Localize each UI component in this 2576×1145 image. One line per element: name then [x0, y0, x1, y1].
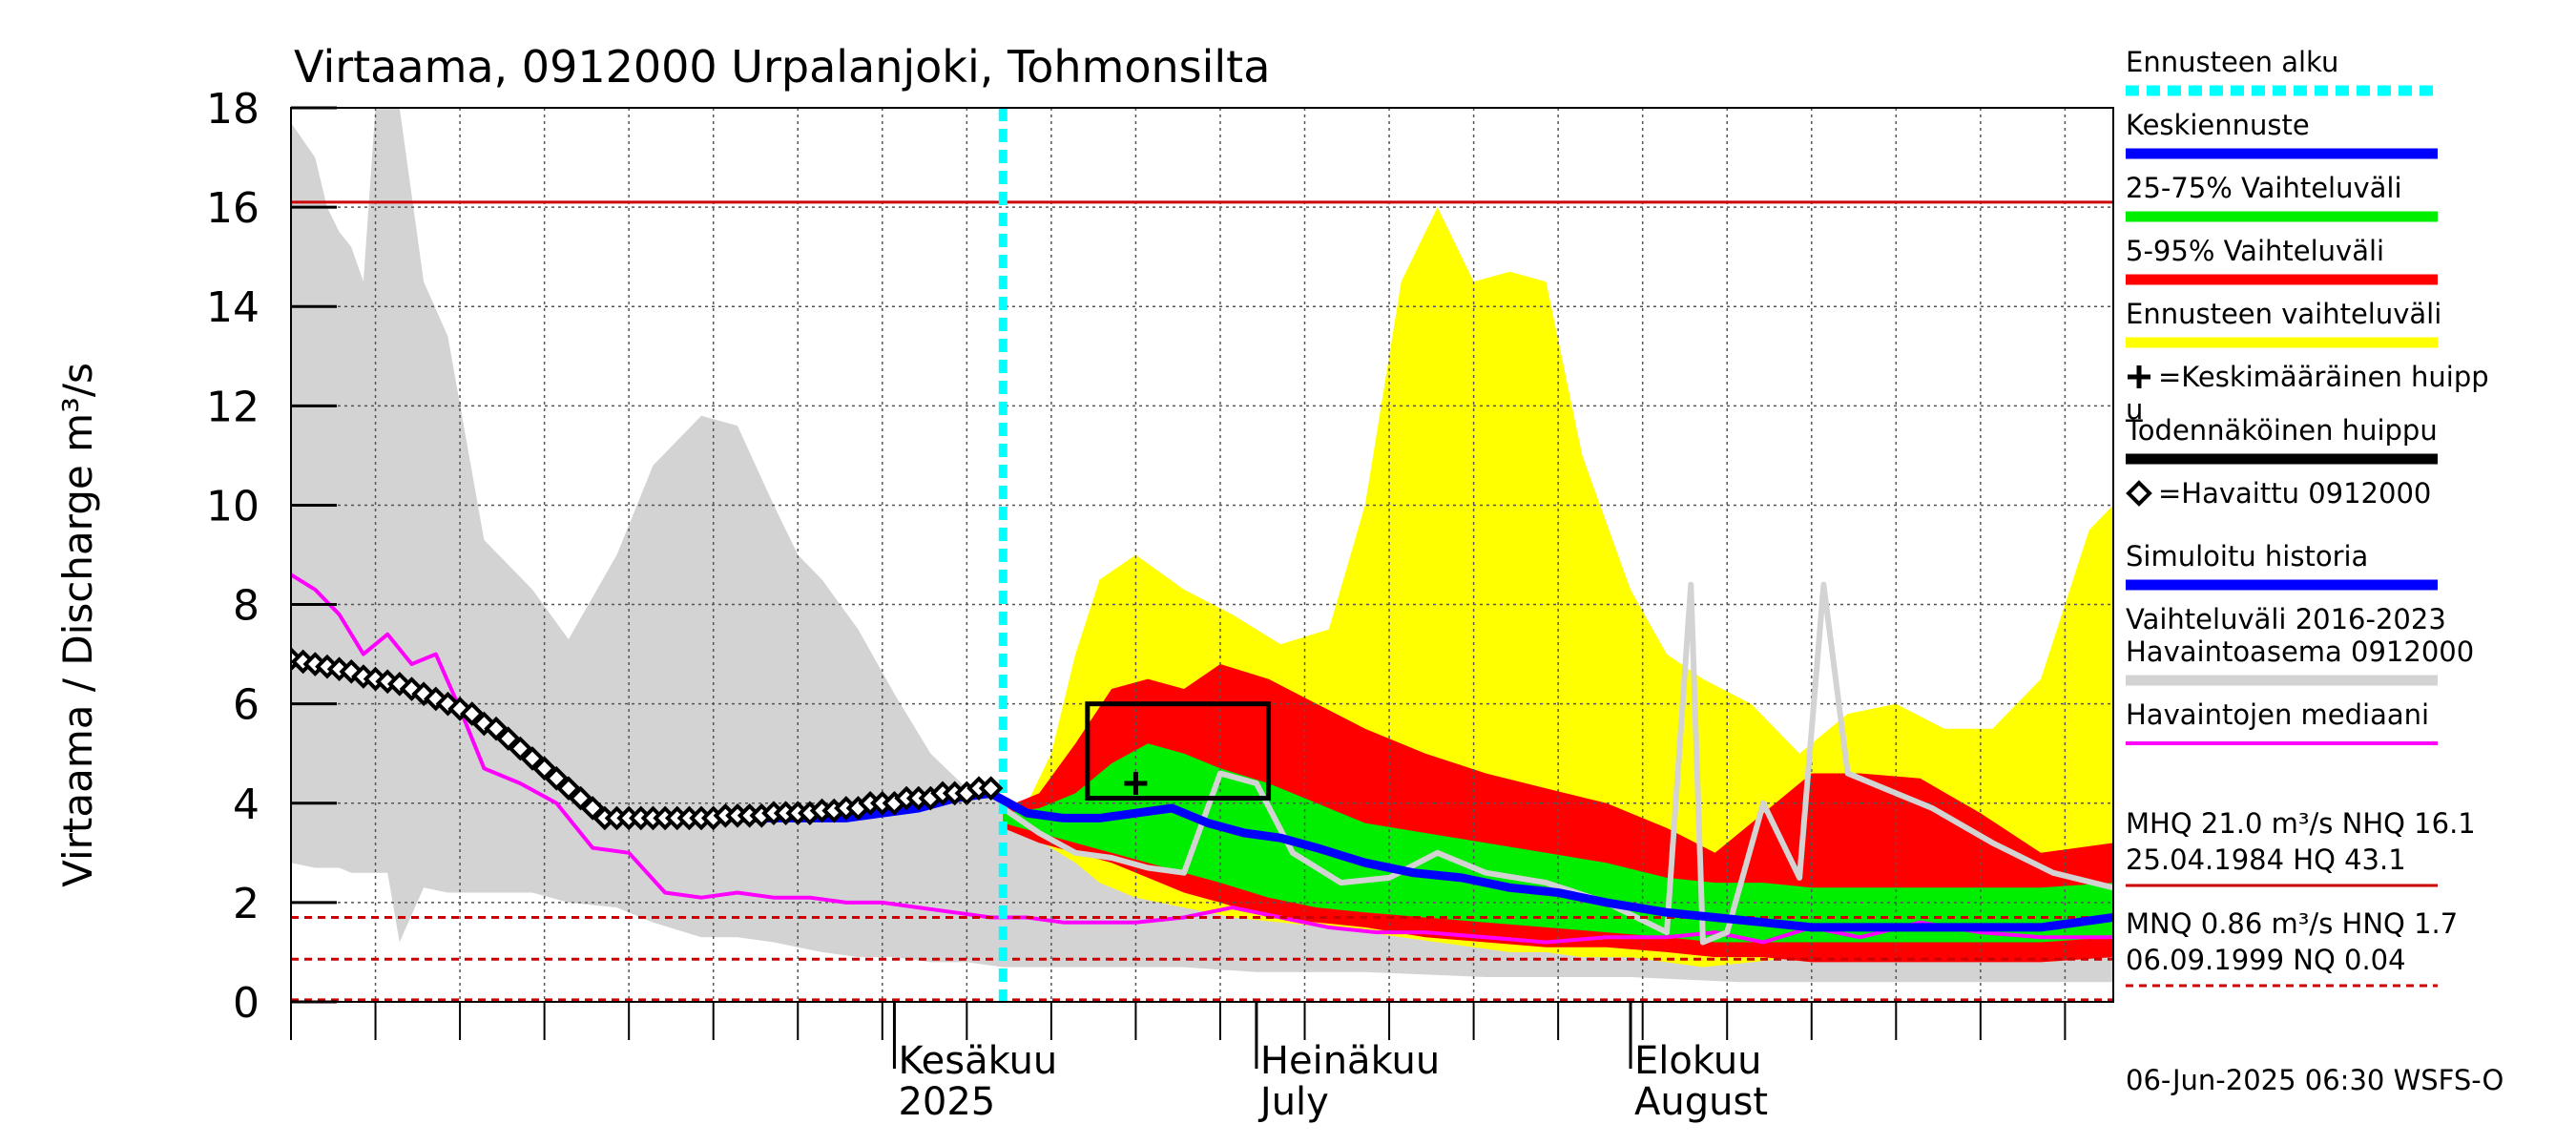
legend-item-5-label: =Keskimääräinen huipp: [2158, 361, 2489, 393]
legend-item-6-label: Todennäköinen huippu: [2125, 414, 2438, 447]
mean-peak-marker: [1124, 771, 1148, 795]
legend-item-3-label: 5-95% Vaihteluväli: [2126, 235, 2384, 267]
y-tick-label: 12: [206, 383, 260, 431]
footer-timestamp: 06-Jun-2025 06:30 WSFS-O: [2126, 1064, 2503, 1096]
observed-markers: [291, 646, 1004, 831]
y-axis-label: Virtaama / Discharge m³/s: [54, 363, 101, 887]
legend-item-1-label: Keskiennuste: [2126, 109, 2310, 141]
mean-forecast-line: [737, 788, 2113, 932]
observed-marker: [520, 746, 545, 771]
y-tick-label: 0: [233, 979, 260, 1028]
legend-diamond-icon: [2126, 480, 2152, 507]
legend-item-0-label: Ennusteen alku: [2126, 46, 2338, 78]
legend-stats-0-line2: 25.04.1984 HQ 43.1: [2126, 843, 2406, 876]
observed-marker: [580, 796, 606, 821]
legend-item-4-label: Ennusteen vaihteluväli: [2126, 298, 2441, 330]
x-month-label-2: July: [1257, 1080, 1329, 1124]
y-tick-label: 4: [233, 781, 260, 829]
legend: Ennusteen alku Keskiennuste 25-75% Vaihtel…: [2125, 46, 2489, 988]
plot-layers: [291, 108, 2113, 1002]
observed-marker: [978, 776, 1004, 801]
plot-frame: [290, 107, 2114, 1003]
y-tick-label: 18: [206, 85, 260, 134]
observed-marker: [495, 726, 521, 751]
observed-marker: [508, 736, 533, 761]
legend-item-2-label: 25-75% Vaihteluväli: [2126, 172, 2402, 204]
observed-marker: [459, 701, 485, 726]
observed-marker: [484, 716, 509, 741]
y-tick-label: 6: [233, 681, 260, 730]
x-month-label: Elokuu: [1634, 1039, 1762, 1083]
observed-marker: [568, 785, 593, 811]
y-tick-label: 2: [233, 880, 260, 928]
legend-plus-icon: [2128, 365, 2150, 388]
legend-stats-1-line1: MNQ 0.86 m³/s HNQ 1.7: [2126, 907, 2458, 940]
x-month-label-2: 2025: [898, 1080, 995, 1124]
x-month-label-2: August: [1634, 1080, 1768, 1124]
probable-peak-box: [1085, 701, 1272, 802]
legend-stats-0-line1: MHQ 21.0 m³/s NHQ 16.1: [2126, 807, 2476, 840]
x-month-label: Kesäkuu: [898, 1039, 1057, 1083]
legend-item-9-label2: Havaintoasema 0912000: [2126, 635, 2474, 668]
observed-marker: [556, 776, 581, 801]
observed-marker: [544, 765, 570, 791]
y-tick-label: 16: [206, 184, 260, 233]
historical-range-band: [291, 108, 2113, 983]
legend-item-7-label: =Havaittu 0912000: [2158, 477, 2431, 510]
plot-area: [291, 108, 2113, 1002]
range-25-75-band: [1003, 743, 2113, 943]
legend-stats-1-line2: 06.09.1999 NQ 0.04: [2126, 944, 2406, 976]
legend-item-8-label: Simuloitu historia: [2126, 540, 2368, 572]
chart-title: Virtaama, 0912000 Urpalanjoki, Tohmonsil…: [294, 41, 1270, 93]
x-month-label: Heinäkuu: [1260, 1039, 1440, 1083]
y-tick-label: 14: [206, 283, 260, 332]
y-tick-label: 8: [233, 582, 260, 631]
y-tick-label: 10: [206, 482, 260, 531]
legend-item-9-label: Vaihteluväli 2016-2023: [2126, 603, 2446, 635]
legend-item-10-label: Havaintojen mediaani: [2126, 698, 2429, 731]
legend-item-5-label2: u: [2126, 393, 2143, 426]
observed-marker: [531, 756, 557, 781]
